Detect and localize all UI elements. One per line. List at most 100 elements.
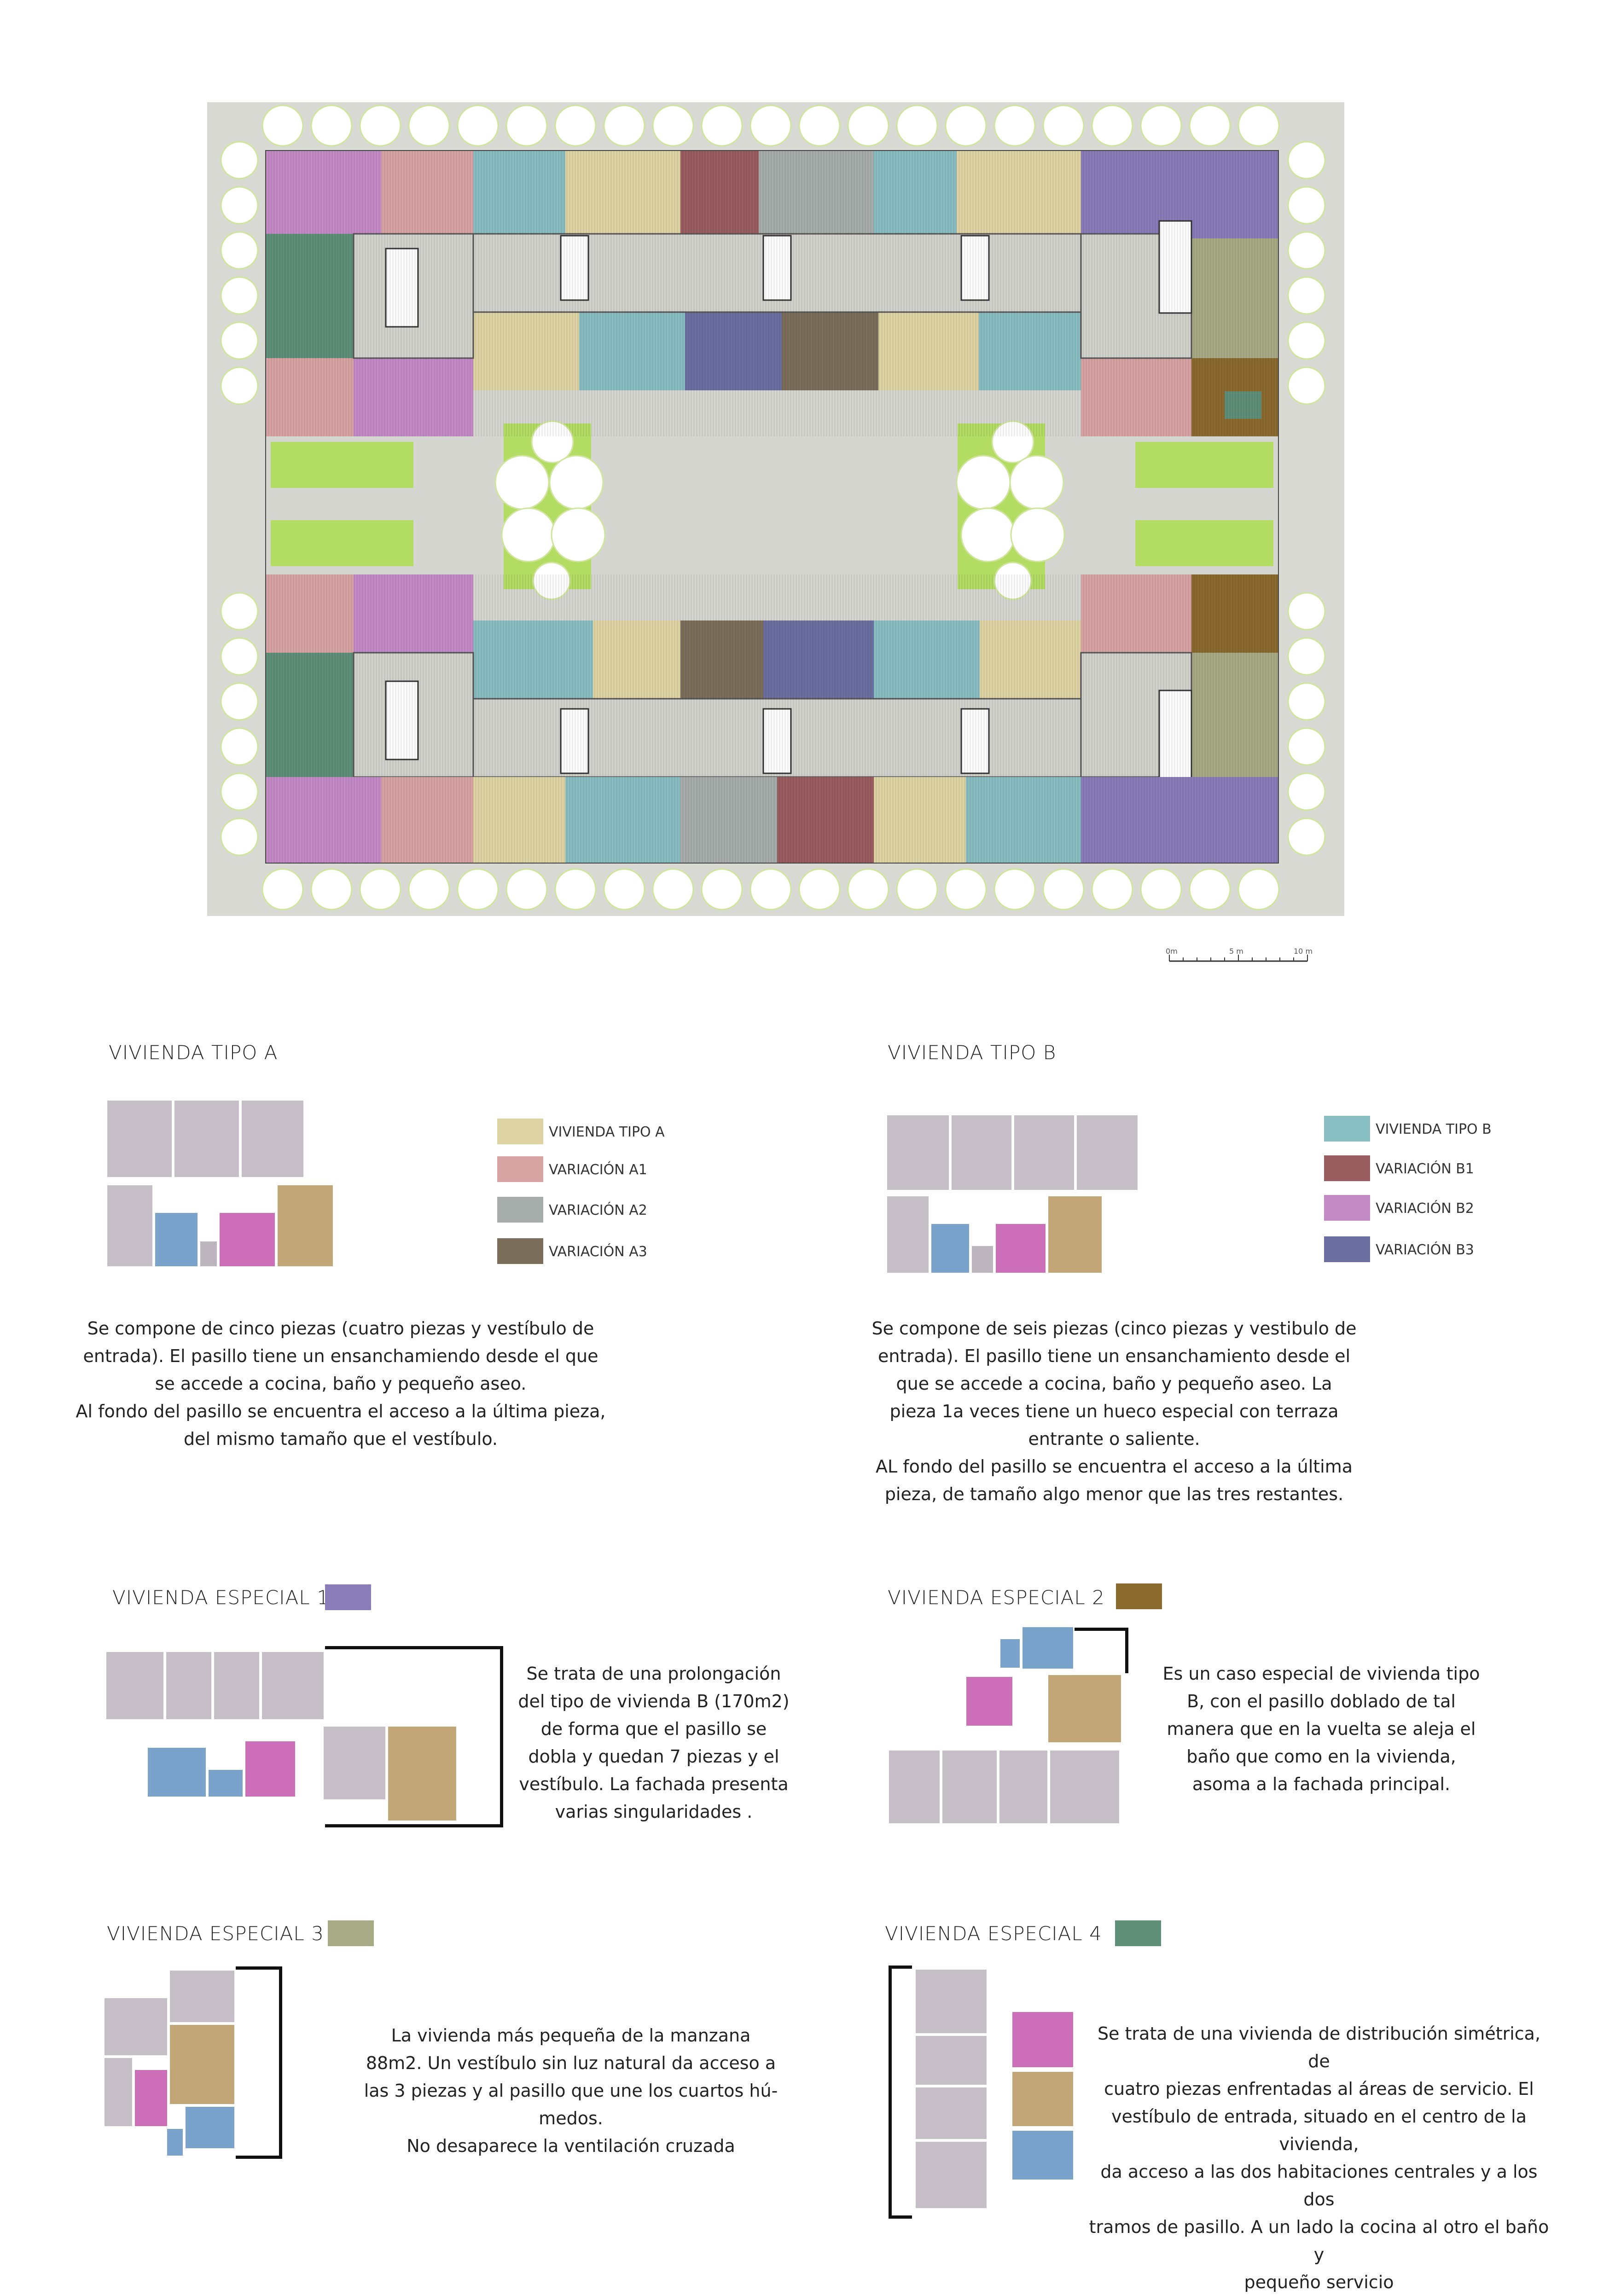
room (886, 1195, 930, 1274)
tipo-a-description: Se compone de cinco piezas (cuatro pieza… (76, 1318, 606, 1449)
apartment (1191, 574, 1278, 653)
tree (408, 104, 450, 147)
room (914, 2035, 988, 2086)
tipo-a-title: VIVIENDA TIPO A (109, 1041, 278, 1064)
room (914, 1968, 988, 2035)
apartment (1081, 574, 1191, 653)
legend-label: VIVIENDA TIPO B (1376, 1121, 1492, 1137)
tipo-b-description: Se compone de seis piezas (cinco piezas … (871, 1318, 1357, 1504)
tree (220, 818, 259, 856)
kitchen (154, 1212, 199, 1268)
legend-label: VIVIENDA TIPO A (549, 1124, 665, 1140)
tree (457, 868, 499, 910)
especial-4-title: VIVIENDA ESPECIAL 4 (885, 1922, 1102, 1945)
especial-2-swatch (1116, 1583, 1162, 1609)
apartment (266, 574, 354, 653)
tree (701, 868, 743, 910)
street-trees (220, 104, 1326, 910)
tree (1287, 231, 1326, 270)
tree (798, 868, 841, 910)
room (261, 1651, 325, 1721)
room (105, 1651, 165, 1721)
tree (847, 868, 889, 910)
kitchen (184, 2105, 236, 2150)
tree (220, 592, 259, 631)
last-room (1047, 1674, 1122, 1744)
tree (749, 868, 792, 910)
tree (798, 104, 841, 147)
green-strip (271, 442, 413, 488)
especial-2-description: Es un caso especial de vivienda tipo B, c… (1162, 1664, 1480, 1794)
scale-label-0: 0m (1166, 947, 1178, 956)
tree (1287, 682, 1326, 721)
tree (554, 868, 597, 910)
tree (1010, 507, 1065, 562)
apartment (685, 312, 782, 390)
room (1075, 1114, 1139, 1191)
tipo-b-title: VIVIENDA TIPO B (888, 1041, 1057, 1064)
room (240, 1099, 305, 1178)
apartment (266, 777, 381, 863)
site-plan: 0m 5 m 10 m (207, 102, 1344, 962)
legend-label: VARIACIÓN B3 (1376, 1242, 1474, 1258)
especial-3-swatch (328, 1920, 374, 1946)
tree (1042, 104, 1085, 147)
room (106, 1184, 154, 1268)
tree (1287, 276, 1326, 315)
tree (1189, 868, 1231, 910)
tree (220, 231, 259, 270)
apartment (354, 358, 473, 436)
room (106, 1099, 173, 1178)
apartment (680, 620, 763, 699)
apartment (1191, 653, 1278, 777)
stair-core (1158, 690, 1192, 783)
last-room (1047, 1195, 1103, 1274)
room (941, 1749, 998, 1825)
especial-3-title: VIVIENDA ESPECIAL 3 (107, 1922, 324, 1945)
kitchen (1011, 2070, 1075, 2128)
toilet (970, 1245, 994, 1274)
apartment (266, 358, 354, 436)
apartment (354, 574, 473, 653)
bracket (325, 1646, 503, 1827)
bracket (889, 1966, 912, 2219)
especial-3-description: La vivienda más pequeña de la manzana 88m… (364, 2025, 778, 2156)
stair-core (960, 708, 990, 774)
green-strip (1135, 520, 1273, 566)
tree (551, 507, 606, 562)
tree (1287, 727, 1326, 766)
tree (1287, 321, 1326, 360)
tree (220, 276, 259, 315)
tree (532, 562, 571, 600)
tree (220, 637, 259, 676)
green-strip (271, 520, 413, 566)
apartment (1081, 358, 1191, 436)
tree (408, 868, 450, 910)
tree (896, 868, 938, 910)
room (1049, 1749, 1121, 1825)
apartment (874, 151, 957, 234)
room (103, 2057, 134, 2128)
tree (1287, 637, 1326, 676)
tree (505, 868, 548, 910)
bathroom (244, 1740, 296, 1798)
tree (220, 727, 259, 766)
especial-1-description: Se trata de una prolongación del tipo de … (518, 1664, 790, 1822)
kitchen (1021, 1626, 1075, 1670)
room (886, 1114, 950, 1191)
tree (945, 104, 987, 147)
apartment (473, 777, 565, 863)
tree (220, 321, 259, 360)
bathroom (1011, 2011, 1075, 2069)
apartment (979, 312, 1081, 390)
room (914, 2140, 988, 2209)
last-room (276, 1184, 334, 1268)
apartment (759, 151, 874, 234)
tree (749, 104, 792, 147)
tree (359, 868, 401, 910)
tree (701, 104, 743, 147)
apartment (1081, 777, 1278, 863)
toilet (207, 1768, 244, 1798)
tree (945, 868, 987, 910)
bathroom (134, 2069, 168, 2128)
